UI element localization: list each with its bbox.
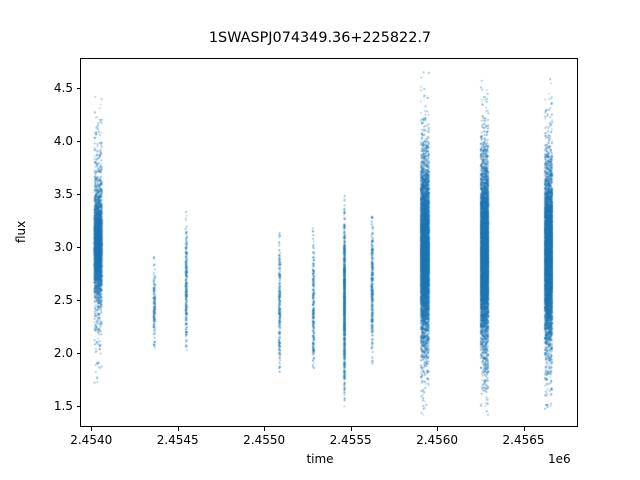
x-axis-label: time [306,452,334,466]
y-tick-mark [76,299,80,301]
page-title: 1SWASPJ074349.36+225822.7 [208,30,432,46]
y-tick-mark [76,140,80,142]
y-tick-label: 3.5 [53,186,73,201]
y-tick-label: 4.5 [53,80,73,95]
x-tick-mark [350,427,352,431]
y-tick-label: 1.5 [53,398,73,413]
y-tick-mark [76,405,80,407]
x-axis-offset-text: 1e6 [548,452,571,466]
x-tick-mark [264,427,266,431]
x-tick-mark [437,427,439,431]
x-tick-label: 2.4545 [156,433,199,447]
y-tick-label: 4.0 [53,133,73,148]
x-tick-mark [523,427,525,431]
y-tick-label: 2.5 [53,292,73,307]
x-tick-label: 2.4565 [502,433,545,447]
x-tick-label: 2.4555 [329,433,372,447]
y-axis-label: flux [14,220,28,243]
y-tick-mark [76,87,80,89]
plot-axes-frame [80,58,578,427]
y-tick-label: 3.0 [53,239,73,254]
y-tick-mark [76,193,80,195]
y-tick-mark [76,246,80,248]
y-tick-label: 2.0 [53,345,73,360]
x-tick-mark [91,427,93,431]
x-tick-label: 2.4540 [70,433,113,447]
x-tick-label: 2.4550 [243,433,286,447]
x-tick-mark [177,427,179,431]
x-tick-label: 2.4560 [416,433,459,447]
y-tick-mark [76,352,80,354]
